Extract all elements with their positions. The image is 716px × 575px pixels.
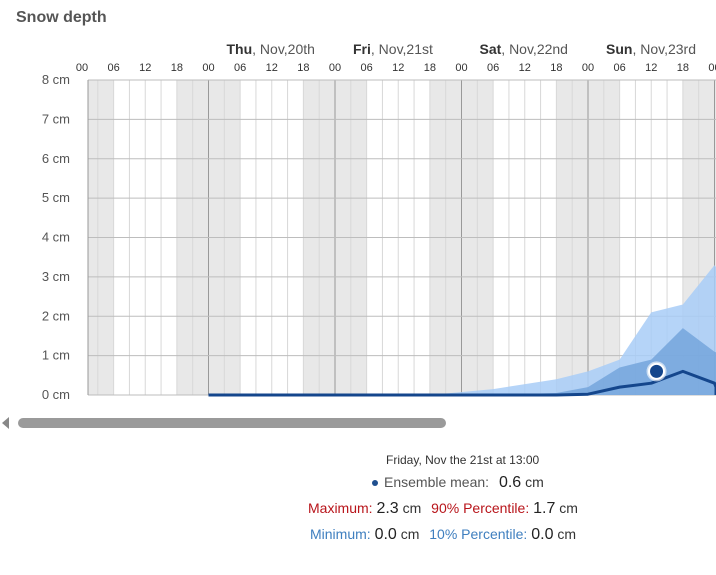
day-weekday: Sun — [606, 41, 632, 57]
y-axis: 0 cm 1 cm 2 cm 3 cm 4 cm 5 cm 6 cm 7 cm 8 cm — [42, 72, 89, 402]
day-date: , Nov,23rd — [632, 41, 696, 57]
x-tick-label: 00 — [582, 62, 594, 74]
p90-value: 1.7 — [533, 500, 556, 517]
y-tick-label: 4 cm — [42, 230, 70, 245]
min-label: Minimum: — [310, 526, 371, 542]
x-tick-label: 18 — [550, 62, 562, 74]
x-tick-label: 00 — [708, 62, 716, 74]
y-tick-label: 2 cm — [42, 308, 70, 323]
y-tick-label: 1 cm — [42, 348, 70, 363]
day-date: , Nov,22nd — [501, 41, 568, 57]
y-tick-label: 3 cm — [42, 269, 70, 284]
min-unit: cm — [400, 526, 420, 542]
day-label: Sun, Nov,23rd — [606, 41, 696, 57]
max-value: 2.3 — [376, 500, 399, 517]
area-90-percentile — [208, 328, 716, 395]
x-tick-label: 18 — [677, 62, 689, 74]
tooltip-time: Friday, Nov the 21st at 13:00 — [386, 453, 540, 467]
mean-unit: cm — [525, 474, 544, 490]
y-tick-label: 6 cm — [42, 151, 70, 166]
p10-value: 0.0 — [531, 526, 554, 543]
p90-label: 90% Percentile: — [431, 500, 530, 516]
day-weekday: Fri — [353, 41, 371, 57]
horizontal-scrollbar-thumb[interactable] — [18, 418, 446, 428]
day-label: Fri, Nov,21st — [353, 41, 433, 57]
highlight-point — [648, 362, 666, 380]
day-weekday: Sat — [480, 41, 502, 57]
y-tick-label: 7 cm — [42, 111, 70, 126]
x-tick-label: 18 — [297, 62, 309, 74]
highlight-marker — [646, 361, 667, 382]
day-label: Sat, Nov,22nd — [480, 41, 568, 57]
x-tick-label: 06 — [108, 62, 120, 74]
x-axis: 00 06 12 18 00 06 12 18 00 06 12 18 00 06 12 18 00 06 12 18… — [76, 62, 716, 74]
x-tick-label: 12 — [519, 62, 531, 74]
tooltip-min-row: Minimum: 0.0 cm 10% Percentile: 0.0 cm — [310, 526, 576, 544]
x-tick-label: 12 — [266, 62, 278, 74]
chart-title: Snow depth — [16, 9, 107, 26]
y-tick-label: 5 cm — [42, 190, 70, 205]
day-weekday: Thu — [227, 41, 253, 57]
y-tick-label: 8 cm — [42, 72, 70, 87]
mean-dot-icon — [372, 480, 378, 487]
max-unit: cm — [402, 500, 422, 516]
series-areas — [208, 265, 716, 397]
x-tick-label: 18 — [424, 62, 436, 74]
p10-unit: cm — [557, 526, 577, 542]
max-label: Maximum: — [308, 500, 373, 516]
tooltip-max-row: Maximum: 2.3 cm 90% Percentile: 1.7 cm — [308, 500, 578, 518]
day-labels: Thu, Nov,20th Fri, Nov,21st Sat, Nov,22nd S… — [227, 41, 697, 57]
tooltip-mean-row: Ensemble mean: 0.6 cm — [372, 474, 544, 492]
x-tick-label: 06 — [487, 62, 499, 74]
x-tick-label: 00 — [202, 62, 214, 74]
x-tick-label: 00 — [455, 62, 467, 74]
day-date: , Nov,21st — [371, 41, 433, 57]
x-tick-label: 12 — [645, 62, 657, 74]
day-date: , Nov,20th — [252, 41, 315, 57]
snow-depth-chart: 0 cm1 cm2 cm3 cm4 cm5 cm6 cm7 cm8 cm 00 0… — [42, 41, 716, 402]
x-tick-label: 06 — [234, 62, 246, 74]
y-tick-label: 0 cm — [42, 387, 70, 402]
p90-unit: cm — [559, 500, 578, 516]
scroll-left-arrow[interactable] — [2, 417, 9, 429]
day-label: Thu, Nov,20th — [227, 41, 315, 57]
min-value: 0.0 — [374, 526, 397, 543]
line-ensemble-mean — [208, 369, 716, 397]
mean-label: Ensemble mean: — [384, 474, 490, 490]
x-tick-label: 00 — [76, 62, 88, 74]
x-tick-label: 06 — [361, 62, 373, 74]
x-tick-label: 00 — [329, 62, 341, 74]
mean-value: 0.6 — [498, 474, 522, 491]
x-tick-label: 06 — [614, 62, 626, 74]
x-tick-label: 12 — [392, 62, 404, 74]
x-tick-label: 12 — [139, 62, 151, 74]
p10-label: 10% Percentile: — [429, 526, 528, 542]
x-tick-label: 18 — [171, 62, 183, 74]
